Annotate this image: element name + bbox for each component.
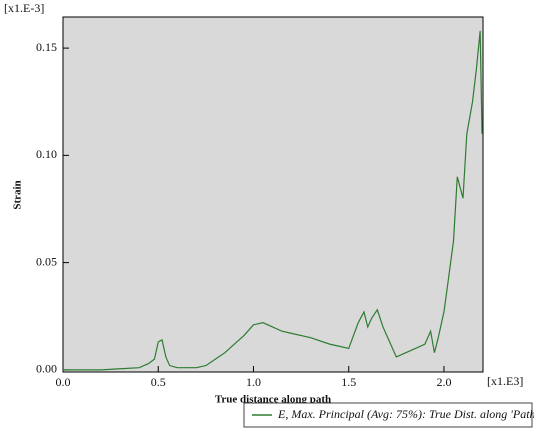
y-tick-label: 0.00 xyxy=(36,362,57,376)
y-axis-label: Strain xyxy=(12,180,24,209)
y-tick-label: 0.10 xyxy=(36,147,57,161)
y-multiplier: [x1.E-3] xyxy=(4,1,44,15)
x-tick-label: 1.0 xyxy=(246,375,261,389)
x-multiplier: [x1.E3] xyxy=(487,374,523,388)
plot-area xyxy=(62,16,484,373)
x-tick-label: 0.5 xyxy=(151,375,166,389)
y-tick-label: 0.15 xyxy=(36,40,57,54)
legend-label: E, Max. Principal (Avg: 75%): True Dist.… xyxy=(277,407,534,421)
data-line xyxy=(63,30,483,371)
x-tick-label: 0.0 xyxy=(56,375,71,389)
x-tick-label: 1.5 xyxy=(341,375,356,389)
legend-box xyxy=(243,402,533,428)
y-tick-label: 0.05 xyxy=(36,254,57,268)
x-tick-label: 2.0 xyxy=(436,375,451,389)
